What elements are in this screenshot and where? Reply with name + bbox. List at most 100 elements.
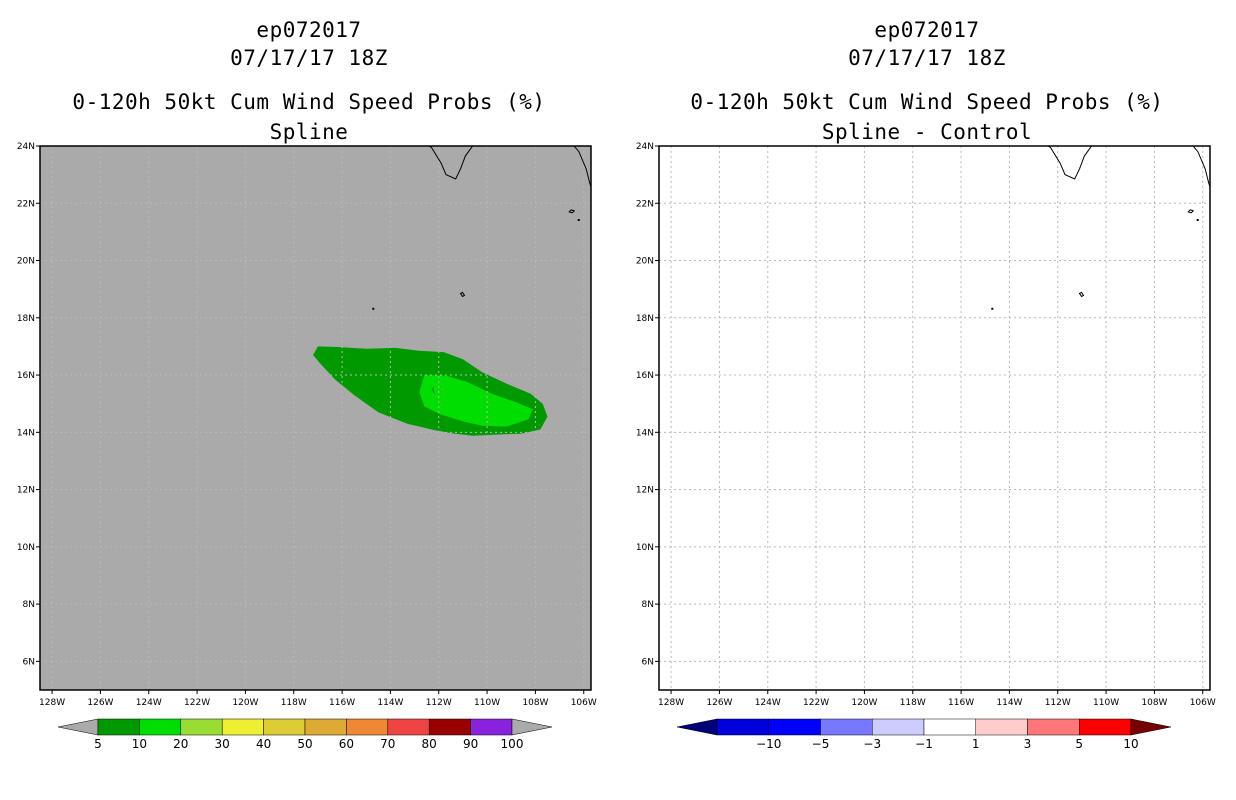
lat-tick-label: 20N <box>17 257 35 267</box>
coastline-baja <box>1047 146 1093 180</box>
left-product-title: 0-120h 50kt Cum Wind Speed Probs (%) <box>72 90 546 114</box>
right-map-background <box>659 146 1210 690</box>
right-colorbar-swatch <box>1079 718 1132 736</box>
lon-tick-label: 110W <box>474 698 500 708</box>
lon-tick-label: 120W <box>232 698 258 708</box>
lat-tick-label: 10N <box>17 543 35 553</box>
lon-tick-label: 128W <box>658 698 684 708</box>
right-colorbar-swatch <box>975 718 1028 736</box>
lon-tick-label: 106W <box>1190 698 1216 708</box>
right-map-panel[interactable]: 128W 126W 124W 122W 120W 118W 116W 114W 112W 110W… <box>636 140 1216 708</box>
lon-tick-label: 108W <box>522 698 548 708</box>
lat-tick-label: 6N <box>23 657 35 667</box>
lon-tick-label: 108W <box>1141 698 1167 708</box>
right-colorbar-swatch <box>1027 718 1080 736</box>
lon-tick-label: 118W <box>900 698 926 708</box>
lat-tick-label: 22N <box>17 199 35 209</box>
left-colorbar-label: 50 <box>297 737 312 751</box>
left-colorbar-label: 70 <box>380 737 395 751</box>
left-map-panel[interactable]: 128W 126W 124W 122W 120W 118W 116W 114W 112W 110W… <box>17 140 597 708</box>
lon-tick-label: 112W <box>426 698 452 708</box>
left-colorbar-swatch <box>139 718 182 736</box>
right-colorbar-swatch <box>872 718 925 736</box>
left-map-frame <box>39 145 592 691</box>
lon-tick-label: 112W <box>1045 698 1071 708</box>
left-colorbar-low-arrow <box>57 718 99 736</box>
left-colorbar-label: 20 <box>173 737 188 751</box>
coastline-cabo-corrientes <box>594 246 596 251</box>
right-colorbar-label: −3 <box>863 737 881 751</box>
right-subtitle: Spline - Control <box>821 120 1033 144</box>
left-colorbar-label: 40 <box>256 737 271 751</box>
left-colorbar-swatch <box>428 718 471 736</box>
lat-tick-label: 16N <box>17 371 35 381</box>
island-marias <box>1187 209 1195 214</box>
lon-tick-label: 122W <box>803 698 829 708</box>
lat-tick-label: 14N <box>636 428 654 438</box>
right-colorbar: −10 −5 −3 −1 1 3 5 10 <box>676 718 1172 751</box>
left-colorbar-swatch <box>263 718 306 736</box>
lat-tick-label: 14N <box>17 428 35 438</box>
right-colorbar-label: 1 <box>972 737 980 751</box>
right-storm-id: ep072017 <box>874 18 980 42</box>
left-datetime: 07/17/17 18Z <box>230 46 388 70</box>
coastline-baja <box>428 146 474 180</box>
island-marias-small <box>577 219 580 222</box>
left-map-contents <box>40 146 596 690</box>
right-colorbar-label: −10 <box>756 737 781 751</box>
left-colorbar-high-arrow <box>511 718 553 736</box>
lon-tick-label: 124W <box>755 698 781 708</box>
left-colorbar: 5 10 20 30 40 50 60 70 80 90 100 <box>57 718 553 751</box>
island-socorro <box>459 291 466 298</box>
left-colorbar-label: 100 <box>501 737 524 751</box>
lat-tick-label: 24N <box>17 142 35 152</box>
left-colorbar-label: 5 <box>94 737 102 751</box>
lat-tick-label: 10N <box>636 543 654 553</box>
lon-tick-label: 120W <box>851 698 877 708</box>
right-colorbar-label: 5 <box>1075 737 1083 751</box>
lat-tick-label: 18N <box>636 314 654 324</box>
lon-tick-label: 114W <box>377 698 403 708</box>
left-colorbar-label: 80 <box>422 737 437 751</box>
lon-tick-label: 124W <box>136 698 162 708</box>
right-map-contents <box>659 146 1210 690</box>
lat-tick-label: 20N <box>636 257 654 267</box>
right-colorbar-swatch <box>716 718 769 736</box>
lat-tick-label: 8N <box>642 600 654 610</box>
lon-tick-label: 126W <box>706 698 732 708</box>
right-colorbar-low-arrow <box>676 718 718 736</box>
lon-tick-label: 110W <box>1093 698 1119 708</box>
right-colorbar-high-arrow <box>1130 718 1172 736</box>
left-colorbar-label: 30 <box>215 737 230 751</box>
right-colorbar-label: −1 <box>915 737 933 751</box>
coastline-mexico <box>573 146 591 189</box>
lon-tick-label: 116W <box>329 698 355 708</box>
probability-contour-10 <box>419 375 533 427</box>
lat-tick-label: 12N <box>17 486 35 496</box>
lon-tick-label: 106W <box>571 698 597 708</box>
island-clarion <box>991 307 994 310</box>
right-colorbar-label: 3 <box>1024 737 1032 751</box>
right-colorbar-swatch <box>923 718 976 736</box>
right-product-title: 0-120h 50kt Cum Wind Speed Probs (%) <box>690 90 1164 114</box>
right-map-frame <box>658 145 1211 691</box>
left-colorbar-swatch <box>180 718 223 736</box>
island-socorro <box>1078 291 1085 298</box>
left-colorbar-swatch <box>97 718 140 736</box>
lon-tick-label: 126W <box>87 698 113 708</box>
lon-tick-label: 116W <box>948 698 974 708</box>
right-colorbar-swatch <box>820 718 873 736</box>
right-datetime: 07/17/17 18Z <box>848 46 1006 70</box>
left-colorbar-swatch <box>346 718 389 736</box>
lat-tick-label: 8N <box>23 600 35 610</box>
lon-tick-label: 128W <box>39 698 65 708</box>
left-colorbar-swatch <box>387 718 430 736</box>
left-colorbar-swatch <box>304 718 347 736</box>
left-colorbar-label: 90 <box>463 737 478 751</box>
probability-contour-spot <box>431 386 435 395</box>
right-colorbar-label: 10 <box>1123 737 1138 751</box>
left-colorbar-swatch <box>470 718 513 736</box>
lat-tick-label: 22N <box>636 199 654 209</box>
island-marias-small <box>1196 219 1199 222</box>
